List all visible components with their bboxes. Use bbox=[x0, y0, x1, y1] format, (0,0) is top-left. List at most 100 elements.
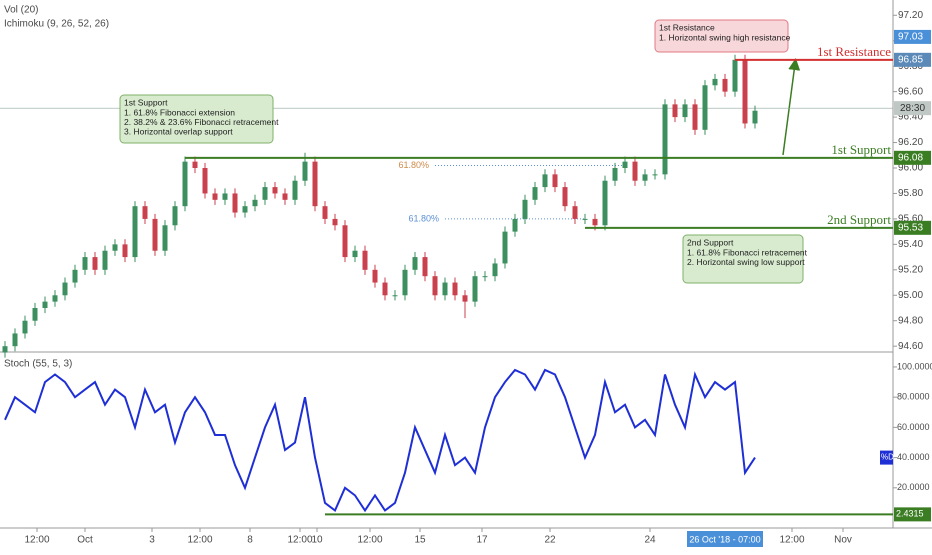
candle-body bbox=[682, 104, 688, 118]
x-tick-label: 12:00 bbox=[779, 535, 804, 546]
candle-body bbox=[522, 199, 528, 219]
candle-body bbox=[322, 206, 328, 219]
candle-body bbox=[712, 78, 718, 86]
candle-body bbox=[672, 104, 678, 118]
candle-body bbox=[52, 295, 58, 302]
y-tick-label: 95.80 bbox=[898, 188, 923, 199]
candle-body bbox=[622, 161, 628, 168]
candle-body bbox=[602, 180, 608, 226]
candle-body bbox=[432, 276, 438, 296]
candle-body bbox=[632, 161, 638, 181]
candle-body bbox=[392, 295, 398, 297]
x-tick-label: 12:00 bbox=[287, 535, 312, 546]
x-tick-label: 10 bbox=[311, 535, 323, 546]
candle-body bbox=[92, 257, 98, 270]
annotation-box bbox=[119, 94, 274, 144]
y-tick-label: 95.40 bbox=[898, 239, 923, 250]
level-price-box bbox=[894, 220, 931, 235]
annotation-line: 1. Horizontal swing high resistance bbox=[659, 32, 791, 42]
x-tick-label: 12:00 bbox=[357, 535, 382, 546]
annotation-line: 3. Horizontal overlap support bbox=[124, 126, 233, 136]
level-box bbox=[894, 507, 931, 522]
candle-body bbox=[402, 269, 408, 296]
candle-body bbox=[232, 193, 238, 213]
candle-body bbox=[162, 225, 168, 251]
candle-body bbox=[442, 282, 448, 296]
high-marker-box bbox=[894, 29, 931, 44]
annotation-title: 1st Resistance bbox=[659, 22, 715, 32]
candle-body bbox=[282, 193, 288, 200]
level-name: 1st Resistance bbox=[817, 44, 891, 59]
y-tick-label: 20.0000 bbox=[897, 482, 930, 492]
stoch-line bbox=[4, 368, 756, 513]
level-price-box bbox=[894, 52, 931, 67]
candle-body bbox=[132, 206, 138, 258]
annotation-line: 2. Horizontal swing low support bbox=[687, 257, 805, 267]
candle-body bbox=[72, 269, 78, 283]
countdown-box bbox=[894, 101, 931, 116]
annotation-line: 2. 38.2% & 23.6% Fibonacci retracement bbox=[124, 117, 279, 127]
candle-body bbox=[122, 244, 128, 258]
y-tick-label: 96.00 bbox=[898, 163, 923, 174]
high-marker-label: 97.03 bbox=[898, 32, 923, 43]
candle-body bbox=[692, 104, 698, 130]
x-tick-label: 3 bbox=[149, 535, 155, 546]
candle-body bbox=[202, 168, 208, 194]
candle-body bbox=[332, 218, 338, 226]
indicator-label: Ichimoku (9, 26, 52, 26) bbox=[4, 19, 109, 30]
x-tick-label: 15 bbox=[414, 535, 426, 546]
candle-body bbox=[382, 282, 388, 296]
candle-body bbox=[142, 206, 148, 219]
candle-body bbox=[342, 225, 348, 258]
candle-body bbox=[12, 333, 18, 347]
countdown-label: 28:30 bbox=[900, 103, 925, 114]
candle-body bbox=[222, 193, 228, 200]
candle-body bbox=[612, 168, 618, 181]
annotation-title: 1st Support bbox=[124, 97, 168, 107]
annotation-box bbox=[682, 234, 804, 284]
x-tick-label: 17 bbox=[476, 535, 488, 546]
annotation-box bbox=[654, 19, 789, 53]
y-tick-label: 94.60 bbox=[898, 341, 923, 352]
candle-body bbox=[362, 250, 368, 270]
candle-body bbox=[472, 276, 478, 302]
y-tick-label: 96.20 bbox=[898, 137, 923, 148]
y-tick-label: 96.40 bbox=[898, 112, 923, 123]
candle-body bbox=[412, 257, 418, 270]
x-tick-label: 12:00 bbox=[187, 535, 212, 546]
candle-body bbox=[742, 59, 748, 124]
level-name: 1st Support bbox=[831, 142, 891, 157]
annotation-title: 2nd Support bbox=[687, 237, 734, 247]
crosshair-box bbox=[687, 531, 763, 547]
candle-body bbox=[702, 85, 708, 130]
candle-body bbox=[532, 187, 538, 200]
candle-body bbox=[512, 218, 518, 232]
candle-body bbox=[172, 206, 178, 226]
level-price-label: 96.08 bbox=[898, 152, 923, 163]
x-tick-label: Nov bbox=[834, 535, 852, 546]
candle-body bbox=[562, 187, 568, 207]
candle-body bbox=[212, 193, 218, 200]
level-price-label: 96.85 bbox=[898, 54, 923, 65]
candle-body bbox=[482, 276, 488, 278]
x-tick-label: 24 bbox=[644, 535, 656, 546]
candle-body bbox=[572, 206, 578, 219]
projection-arrow bbox=[782, 58, 801, 156]
candle-body bbox=[272, 187, 278, 194]
x-tick-label: Oct bbox=[77, 535, 93, 546]
value-box bbox=[880, 450, 893, 465]
candle-body bbox=[502, 231, 508, 264]
x-tick-label: 12:00 bbox=[24, 535, 49, 546]
candle-body bbox=[2, 346, 8, 353]
candle-body bbox=[252, 199, 258, 207]
candle-body bbox=[642, 174, 648, 181]
candle-body bbox=[752, 110, 758, 124]
candle-body bbox=[732, 59, 738, 92]
candle-body bbox=[112, 244, 118, 251]
level-label: 2.4315 bbox=[896, 509, 924, 519]
candle-body bbox=[22, 320, 28, 334]
level-price-box bbox=[894, 150, 931, 165]
candle-body bbox=[722, 78, 728, 92]
candle-body bbox=[352, 250, 358, 258]
candle-body bbox=[62, 282, 68, 296]
